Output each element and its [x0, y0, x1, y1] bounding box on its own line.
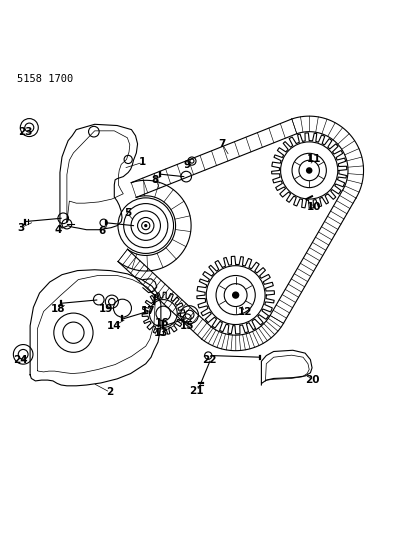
Text: 2: 2 [106, 387, 114, 398]
Text: 4: 4 [54, 225, 61, 235]
Text: 5158 1700: 5158 1700 [17, 74, 73, 84]
Circle shape [144, 224, 147, 227]
Text: 12: 12 [237, 307, 252, 317]
Text: 18: 18 [51, 304, 65, 314]
Text: 13: 13 [153, 328, 168, 338]
Text: 5: 5 [124, 208, 130, 219]
Text: 7: 7 [218, 139, 225, 149]
Text: 17: 17 [141, 305, 155, 316]
Text: 16: 16 [155, 318, 169, 328]
Text: 23: 23 [18, 127, 32, 138]
Text: 3: 3 [18, 223, 25, 233]
Text: 24: 24 [13, 354, 27, 365]
Circle shape [305, 167, 312, 174]
Text: 8: 8 [151, 175, 158, 185]
Text: 11: 11 [306, 155, 321, 165]
Circle shape [231, 292, 239, 299]
Text: 20: 20 [304, 375, 319, 385]
Text: 21: 21 [189, 386, 204, 396]
Text: 9: 9 [182, 160, 190, 170]
Text: 19: 19 [99, 304, 113, 314]
Text: 6: 6 [98, 225, 106, 236]
Text: 1: 1 [139, 157, 146, 167]
Text: 14: 14 [107, 321, 121, 331]
Text: 10: 10 [306, 202, 321, 212]
Text: 22: 22 [201, 354, 216, 365]
Text: 15: 15 [179, 321, 193, 331]
